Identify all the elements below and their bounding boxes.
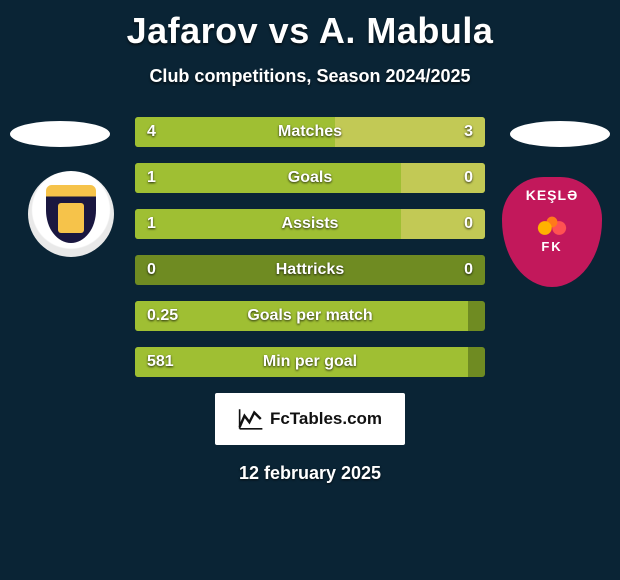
kapaz-crest-icon [46,185,96,243]
main-layout: KEŞLƏ FK 4Matches31Goals01Assists00Hattr… [0,111,620,484]
page-title: Jafarov vs A. Mabula [0,0,620,52]
logo-text: FcTables.com [270,409,382,429]
club-crest-left [28,171,114,257]
stat-value-right: 0 [464,255,473,285]
kesla-fk-label: FK [541,239,562,254]
silhouette-left [10,121,110,147]
date-label: 12 february 2025 [0,463,620,484]
stats-bars: 4Matches31Goals01Assists00Hattricks00.25… [135,111,485,377]
stat-row: 0Hattricks0 [135,255,485,285]
stat-row: 581Min per goal [135,347,485,377]
flame-icon [534,207,570,237]
site-logo: FcTables.com [215,393,405,445]
stat-row: 1Assists0 [135,209,485,239]
stat-value-right: 0 [464,209,473,239]
player-left-name: Jafarov [127,10,259,51]
stat-row: 4Matches3 [135,117,485,147]
stat-label: Matches [135,117,485,147]
stat-label: Goals [135,163,485,193]
club-crest-right: KEŞLƏ FK [502,177,602,287]
stat-label: Goals per match [135,301,485,331]
stat-label: Min per goal [135,347,485,377]
stat-label: Assists [135,209,485,239]
kesla-label: KEŞLƏ [526,187,579,203]
chart-icon [238,407,264,431]
vs-text: vs [269,10,310,51]
stat-row: 1Goals0 [135,163,485,193]
player-right-name: A. Mabula [319,10,494,51]
stat-value-right: 3 [464,117,473,147]
silhouette-right [510,121,610,147]
subtitle: Club competitions, Season 2024/2025 [0,66,620,87]
stat-row: 0.25Goals per match [135,301,485,331]
stat-label: Hattricks [135,255,485,285]
stat-value-right: 0 [464,163,473,193]
